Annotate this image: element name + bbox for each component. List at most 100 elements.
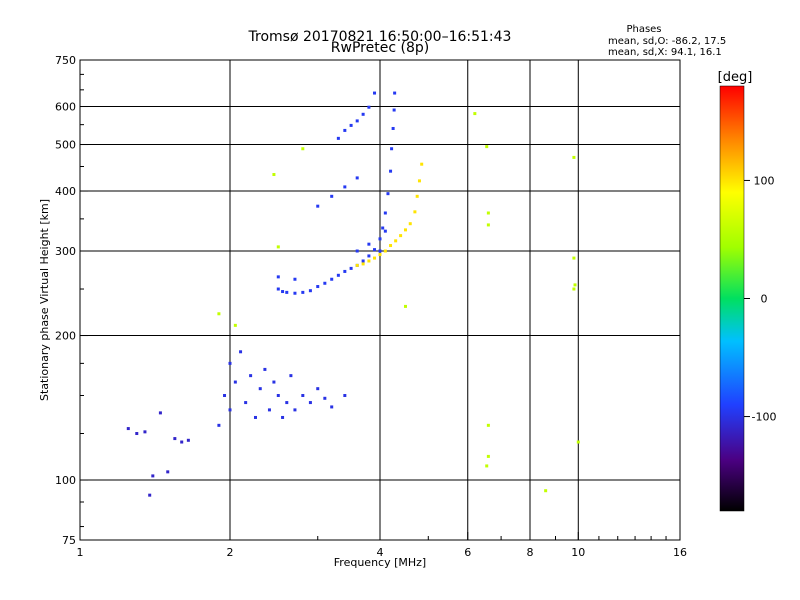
y-axis-label: Stationary phase Virtual Height [km] [38,199,51,401]
data-point [263,367,267,371]
data-point [367,259,371,263]
data-point [336,136,340,140]
data-point [272,380,276,384]
data-point [383,229,387,233]
data-point [267,408,271,412]
data-point [308,289,312,293]
data-point [486,454,490,458]
data-point [403,228,407,232]
data-point [276,275,280,279]
phases-x-stats: mean, sd,X: 94.1, 16.1 [608,47,722,58]
data-point [217,423,221,427]
y-tick-label: 600 [55,101,76,114]
colorbar-tick-label: 0 [761,293,768,306]
x-axis-label: Frequency [MHz] [334,556,426,569]
data-point [330,277,334,281]
data-point [390,147,394,151]
data-point [253,415,257,419]
y-tick-label: 300 [55,245,76,258]
data-point [281,290,285,294]
data-point [486,223,490,227]
data-point [316,387,320,391]
y-tick-label: 750 [55,54,76,67]
data-point [308,401,312,405]
data-point [399,234,403,238]
data-point [373,256,377,260]
data-point [403,304,407,308]
colorbar-ticks: 100 0 -100 [744,174,776,424]
data-point [572,287,576,291]
data-point [378,237,382,241]
data-point [355,263,359,267]
x-tick-label: 10 [571,546,585,559]
data-point [355,249,359,253]
data-point [349,123,353,127]
data-point [158,411,162,415]
data-point [381,226,385,230]
data-point [485,145,489,149]
data-point [272,173,276,177]
data-point [373,248,377,252]
data-point [289,374,293,378]
data-point [486,211,490,215]
phases-o-stats: mean, sd,O: -86.2, 17.5 [608,36,726,47]
data-point [367,242,371,246]
data-point [336,273,340,277]
phases-header: Phases [626,24,661,35]
x-tick-label: 6 [464,546,471,559]
data-point [323,396,327,400]
data-point [349,266,353,270]
data-point [173,437,177,441]
x-tick-label: 8 [527,546,534,559]
data-point [389,244,393,248]
data-point [343,269,347,273]
data-point [343,394,347,398]
data-point [386,192,390,196]
data-point [166,470,170,474]
y-axis: 75 100 200 300 400 500 600 750 [55,54,88,547]
x-tick-label: 4 [377,546,384,559]
data-point [486,423,490,427]
data-point [301,394,305,398]
data-point [394,239,398,243]
data-point [143,430,147,434]
data-point [485,464,489,468]
data-point [572,256,576,260]
data-point [135,432,139,436]
data-point [330,194,334,198]
data-point [126,427,130,431]
colorbar-tick-label: 100 [754,174,775,187]
data-point [355,176,359,180]
data-point [330,405,334,409]
data-point [239,350,243,354]
data-point [367,254,371,258]
data-point [367,105,371,109]
x-axis: 1 2 4 6 8 10 16 [77,532,687,559]
data-point [378,249,382,253]
data-point [293,291,297,295]
data-point [393,91,397,95]
data-point [343,185,347,189]
data-point [276,287,280,291]
data-point [244,401,248,405]
colorbar [719,85,745,512]
chart-title: Tromsø 20170821 16:50:00–16:51:43 [248,29,512,45]
data-point [186,438,190,442]
data-point [573,283,577,287]
data-point [316,285,320,289]
data-point [233,323,237,327]
y-tick-label: 200 [55,330,76,343]
grid-lines [80,60,680,540]
data-point [285,401,289,405]
data-point [392,108,396,112]
data-point [415,194,419,198]
data-point [417,179,421,183]
data-point [355,119,359,123]
data-point [383,211,387,215]
data-point [249,374,253,378]
data-point [293,277,297,281]
data-point [228,361,232,365]
data-point [293,408,297,412]
data-point [180,440,184,444]
